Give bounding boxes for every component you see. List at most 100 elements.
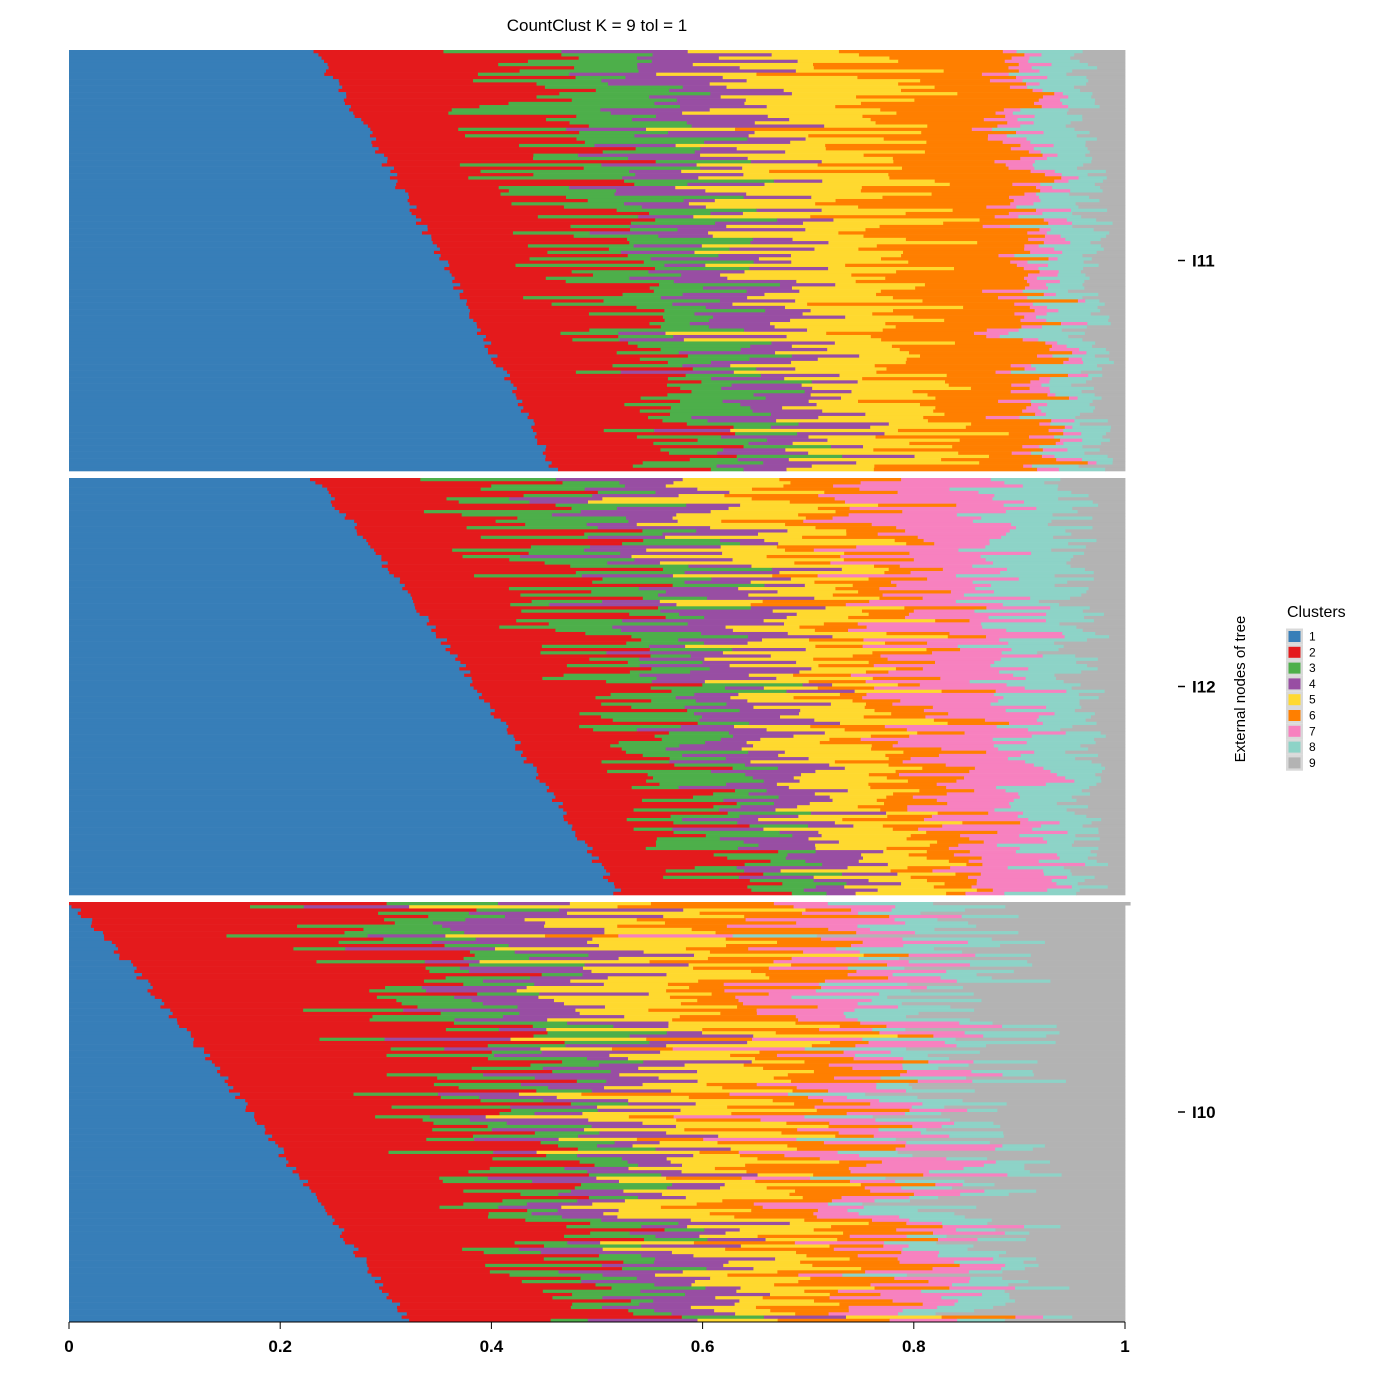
bar-segment-cluster-3 bbox=[534, 1131, 600, 1135]
bar-segment-cluster-9 bbox=[1097, 657, 1126, 662]
bar-segment-cluster-4 bbox=[640, 1289, 737, 1294]
bar-segment-cluster-5 bbox=[648, 992, 713, 996]
bar-segment-cluster-9 bbox=[974, 1309, 1126, 1313]
bar-segment-cluster-5 bbox=[602, 1247, 726, 1252]
bar-segment-cluster-7 bbox=[866, 625, 983, 630]
bar-segment-cluster-5 bbox=[722, 651, 873, 655]
bar-segment-cluster-9 bbox=[1080, 744, 1126, 748]
bar-segment-cluster-2 bbox=[283, 1147, 579, 1152]
bar-segment-cluster-5 bbox=[785, 150, 926, 154]
bar-segment-cluster-3 bbox=[639, 357, 750, 362]
bar-segment-cluster-5 bbox=[694, 953, 865, 958]
bar-segment-cluster-6 bbox=[891, 712, 949, 716]
bar-segment-cluster-2 bbox=[528, 412, 671, 417]
bar-segment-cluster-1 bbox=[69, 221, 417, 226]
bar-segment-cluster-2 bbox=[311, 1189, 464, 1194]
bar-segment-cluster-4 bbox=[530, 976, 609, 980]
bar-segment-cluster-1 bbox=[69, 741, 522, 745]
bar-segment-cluster-6 bbox=[927, 393, 1048, 397]
bar-segment-cluster-7 bbox=[852, 1066, 904, 1071]
bar-segment-cluster-5 bbox=[687, 50, 840, 54]
bar-segment-cluster-8 bbox=[1066, 218, 1097, 222]
bar-segment-cluster-5 bbox=[672, 574, 773, 578]
bar-segment-cluster-1 bbox=[69, 1147, 285, 1152]
bar-segment-cluster-9 bbox=[1038, 599, 1126, 604]
bar-segment-cluster-7 bbox=[994, 215, 1019, 219]
bar-segment-cluster-4 bbox=[728, 731, 826, 735]
bar-segment-cluster-4 bbox=[608, 82, 711, 86]
bar-segment-cluster-4 bbox=[629, 1034, 754, 1038]
bar-segment-cluster-6 bbox=[751, 487, 860, 492]
bar-segment-cluster-1 bbox=[69, 1228, 345, 1232]
bar-segment-cluster-1 bbox=[69, 302, 467, 307]
bar-segment-cluster-3 bbox=[578, 56, 638, 61]
bar-segment-cluster-3 bbox=[386, 1073, 484, 1077]
bar-segment-cluster-3 bbox=[519, 69, 639, 73]
bar-segment-cluster-9 bbox=[1057, 487, 1126, 492]
bar-segment-cluster-7 bbox=[897, 490, 979, 495]
bar-segment-cluster-6 bbox=[792, 1089, 829, 1093]
bar-segment-cluster-3 bbox=[551, 302, 673, 307]
bar-segment-cluster-8 bbox=[999, 638, 1088, 642]
bar-segment-cluster-9 bbox=[950, 1118, 1126, 1122]
bar-segment-cluster-2 bbox=[426, 622, 550, 626]
bar-segment-cluster-5 bbox=[808, 757, 890, 761]
bar-segment-cluster-2 bbox=[136, 976, 447, 980]
bar-segment-cluster-4 bbox=[668, 130, 755, 135]
bar-segment-cluster-8 bbox=[1070, 241, 1091, 245]
bar-segment-cluster-4 bbox=[601, 1263, 724, 1268]
bar-segment-cluster-8 bbox=[895, 905, 1006, 909]
bar-segment-cluster-8 bbox=[1029, 56, 1071, 61]
bar-segment-cluster-3 bbox=[641, 638, 679, 642]
bar-segment-cluster-2 bbox=[383, 1283, 596, 1287]
bar-segment-cluster-8 bbox=[1031, 734, 1107, 739]
bar-segment-cluster-1 bbox=[69, 143, 373, 148]
bar-segment-cluster-7 bbox=[768, 966, 849, 971]
bar-segment-cluster-1 bbox=[69, 244, 438, 248]
bar-segment-cluster-7 bbox=[888, 976, 941, 980]
bar-segment-cluster-3 bbox=[429, 969, 470, 974]
bar-segment-cluster-1 bbox=[69, 169, 391, 174]
bar-segment-cluster-8 bbox=[1072, 221, 1113, 226]
bar-segment-cluster-7 bbox=[1045, 341, 1058, 345]
bar-segment-cluster-5 bbox=[814, 718, 935, 723]
bar-segment-cluster-8 bbox=[1081, 458, 1114, 462]
bar-segment-cluster-5 bbox=[817, 357, 908, 362]
bar-segment-cluster-6 bbox=[807, 302, 1015, 307]
bar-segment-cluster-5 bbox=[666, 1044, 813, 1048]
bar-segment-cluster-8 bbox=[969, 963, 1033, 967]
bar-segment-cluster-2 bbox=[451, 273, 594, 277]
bar-segment-cluster-2 bbox=[77, 911, 379, 916]
bar-segment-cluster-6 bbox=[648, 1008, 757, 1013]
bar-segment-cluster-7 bbox=[986, 328, 1020, 333]
bar-segment-cluster-8 bbox=[1065, 237, 1102, 242]
bar-segment-cluster-5 bbox=[675, 1124, 829, 1129]
bar-segment-cluster-7 bbox=[1064, 425, 1073, 430]
bar-segment-cluster-7 bbox=[1042, 95, 1069, 99]
bar-segment-cluster-7 bbox=[997, 296, 1028, 300]
bar-segment-cluster-6 bbox=[948, 859, 970, 864]
bar-segment-cluster-4 bbox=[620, 551, 723, 556]
bar-segment-cluster-9 bbox=[1110, 428, 1126, 433]
bar-segment-cluster-8 bbox=[1039, 82, 1087, 86]
bar-segment-cluster-2 bbox=[228, 1089, 537, 1093]
bar-segment-cluster-4 bbox=[702, 660, 797, 665]
bar-segment-cluster-5 bbox=[862, 856, 928, 861]
bar-segment-cluster-7 bbox=[932, 1231, 1006, 1236]
bar-segment-cluster-9 bbox=[1081, 390, 1126, 394]
bar-segment-cluster-4 bbox=[424, 960, 480, 964]
bar-segment-cluster-7 bbox=[848, 628, 1007, 633]
bar-segment-cluster-2 bbox=[278, 1154, 547, 1158]
bar-segment-cluster-5 bbox=[887, 862, 967, 867]
bar-segment-cluster-8 bbox=[1024, 500, 1094, 504]
bar-segment-cluster-8 bbox=[964, 1031, 1060, 1035]
bar-segment-cluster-8 bbox=[1036, 506, 1073, 511]
bar-segment-cluster-8 bbox=[995, 1160, 1051, 1164]
bar-segment-cluster-3 bbox=[618, 334, 674, 339]
bar-segment-cluster-3 bbox=[633, 827, 673, 832]
bar-segment-cluster-8 bbox=[1040, 198, 1100, 203]
bar-segment-cluster-1 bbox=[69, 1079, 226, 1084]
bar-segment-cluster-9 bbox=[1099, 198, 1126, 203]
bar-segment-cluster-8 bbox=[1036, 276, 1090, 281]
bar-segment-cluster-6 bbox=[863, 234, 1046, 239]
